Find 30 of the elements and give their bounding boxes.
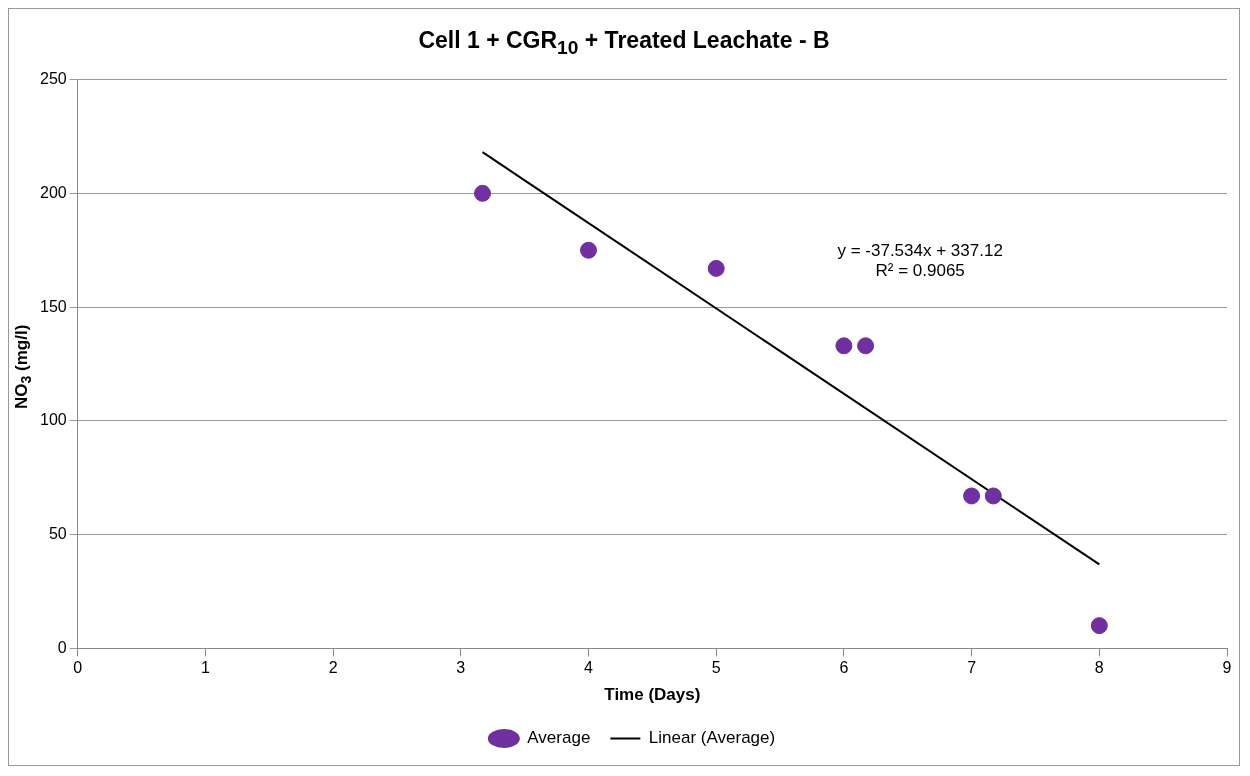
- chart-title: Cell 1 + CGR$_{10}$ + Treated Leachate - B: [417, 26, 831, 60]
- x-tick-label: 1: [200, 659, 210, 677]
- x-tick-label: 8: [1094, 659, 1104, 677]
- point: [580, 241, 597, 259]
- x-tick-label: 3: [456, 659, 466, 677]
- y-tick-label: 0: [57, 638, 67, 656]
- annotation: y = -37.534x + 337.12: [837, 241, 1003, 261]
- y-tick-label: 100: [39, 411, 67, 429]
- x-tick-label: 6: [839, 659, 849, 677]
- point: [707, 259, 725, 277]
- x-tick-label: 4: [584, 659, 594, 677]
- x-axis-title: Time (Days): [604, 685, 701, 705]
- annotation: R² = 0.9065: [875, 261, 965, 281]
- point: [1090, 617, 1108, 635]
- x-tick-label: 7: [967, 659, 977, 677]
- x-tick-label: 0: [73, 659, 83, 677]
- y-tick-label: 250: [39, 70, 67, 88]
- legend-label: Average: [527, 728, 591, 748]
- point: [984, 487, 1002, 505]
- point: [835, 337, 853, 355]
- point: [963, 487, 981, 505]
- legend-label: Linear (Average): [648, 728, 776, 748]
- y-tick-label: 200: [39, 183, 67, 201]
- x-tick-label: 9: [1222, 659, 1232, 677]
- point: [474, 184, 492, 202]
- y-tick-label: 50: [48, 525, 67, 543]
- point: [857, 337, 875, 355]
- y-tick-label: 150: [39, 297, 67, 315]
- x-tick-label: 2: [328, 659, 338, 677]
- x-tick-label: 5: [711, 659, 721, 677]
